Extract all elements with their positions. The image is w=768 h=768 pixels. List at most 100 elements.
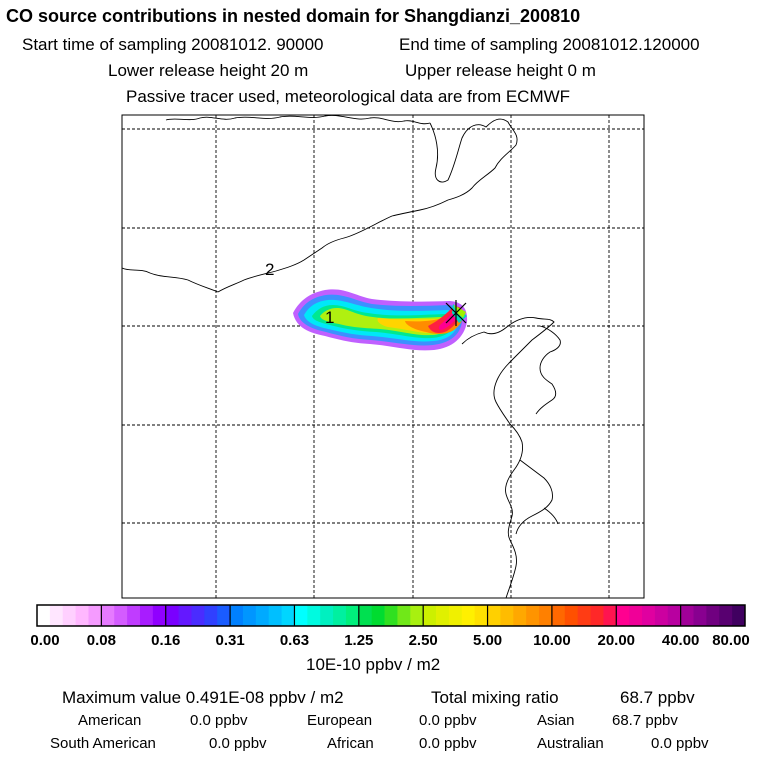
colorbar-cell [242,605,257,626]
end-time-label: End time of sampling 20081012.120000 [399,35,700,54]
region-value-australian: 0.0 ppbv [651,735,709,752]
colorbar-cell [680,605,694,626]
start-time-label: Start time of sampling 20081012. 90000 [22,35,324,54]
colorbar-cell [178,605,192,626]
colorbar-tick-label: 0.31 [215,632,244,649]
colorbar-cell [551,605,566,626]
total-mixing-value: 68.7 ppbv [620,688,695,707]
colorbar-cell [127,605,141,626]
colorbar-cell [268,605,282,626]
colorbar-cell [307,605,321,626]
colorbar-cell [719,605,733,626]
colorbar-cell [320,605,334,626]
colorbar-cell [114,605,128,626]
colorbar-cell [62,605,77,626]
colorbar-cell [37,605,51,626]
colorbar-cell [281,605,295,626]
colorbar-cell [384,605,398,626]
colorbar-cell [448,605,463,626]
colorbar-cell [539,605,553,626]
colorbar-cell [590,605,604,626]
colorbar-tick-label: 0.63 [280,632,309,649]
colorbar-cell [204,605,218,626]
colorbar-cell [294,605,308,626]
colorbar-ticks: 0.00 0.08 0.16 0.31 0.63 1.25 2.50 5.00 10.00 20.… [30,605,750,649]
colorbar-tick-label: 5.00 [473,632,502,649]
contour-label-1: 1 [325,308,334,327]
colorbar-unit-label: 10E-10 ppbv / m2 [306,655,441,674]
plume-edge-cell-2 [454,305,466,318]
colorbar-cell [217,605,231,626]
colorbar-cell [49,605,64,626]
colorbar-cell [500,605,514,626]
region-name-african: African [327,735,374,752]
receptor-marker [445,300,467,326]
colorbar-tick-label: 1.25 [344,632,373,649]
colorbar-cell [642,605,656,626]
colorbar-cell [139,605,154,626]
colorbar-cell [603,605,617,626]
colorbar-frame [36,604,746,627]
colorbar-cell [410,605,424,626]
colorbar-cell [333,605,347,626]
region-name-australian: Australian [537,735,604,752]
colorbar-cell [577,605,591,626]
colorbar-cell [629,605,643,626]
colorbar-tick-label: 0.16 [151,632,180,649]
colorbar-cell [75,605,89,626]
colorbar-cell [230,605,244,626]
colorbar-cell [461,605,476,626]
colorbar-cell [255,605,270,626]
colorbar-cell [564,605,579,626]
colorbar-cell [732,605,746,626]
colorbar-tick-label: 10.00 [533,632,571,649]
colorbar-cell [654,605,669,626]
colorbar-cell [693,605,707,626]
upper-release-label: Upper release height 0 m [405,61,596,80]
colorbar-cell [345,605,360,626]
region-value-south-american: 0.0 ppbv [209,735,267,752]
colorbar-cell [397,605,411,626]
colorbar-cell [371,605,385,626]
colorbar-cell [191,605,205,626]
region-name-european: European [307,712,373,729]
colorbar-cell [436,605,450,626]
colorbar-tick-label: 80.00 [712,632,750,649]
colorbar-cell [358,605,373,626]
colorbar-cell [423,605,437,626]
colorbar-cell [706,605,720,626]
colorbar-cell [513,605,527,626]
colorbar-cell [526,605,540,626]
region-name-american: American [78,712,142,729]
tracer-label: Passive tracer used, meteorological data… [126,87,571,106]
region-name-south-american: South American [50,735,156,752]
chart-title: CO source contributions in nested domain… [6,6,581,26]
colorbar-cell [88,605,102,626]
max-value-label: Maximum value 0.491E-08 ppbv / m2 [62,688,344,707]
colorbar-cell [165,605,179,626]
region-value-african: 0.0 ppbv [419,735,477,752]
colorbar-cell [616,605,630,626]
colorbar-tick-label: 2.50 [409,632,438,649]
contour-label-2: 2 [265,260,274,279]
region-value-european: 0.0 ppbv [419,712,477,729]
map-frame [121,114,645,599]
coastlines [122,115,561,598]
colorbar-cell [101,605,115,626]
lower-release-label: Lower release height 20 m [108,61,309,80]
colorbar-cell [667,605,682,626]
region-value-asian: 68.7 ppbv [612,712,678,729]
colorbar-cell [487,605,501,626]
region-name-asian: Asian [537,712,575,729]
colorbar-tick-label: 20.00 [597,632,635,649]
colorbar-tick-label: 0.00 [30,632,59,649]
colorbar-cell [152,605,167,626]
colorbar-tick-label: 40.00 [662,632,700,649]
region-value-american: 0.0 ppbv [190,712,248,729]
colorbar-cell [474,605,488,626]
total-mixing-label: Total mixing ratio [431,688,559,707]
colorbar [37,605,746,626]
plume-field [293,289,468,351]
colorbar-tick-label: 0.08 [87,632,116,649]
